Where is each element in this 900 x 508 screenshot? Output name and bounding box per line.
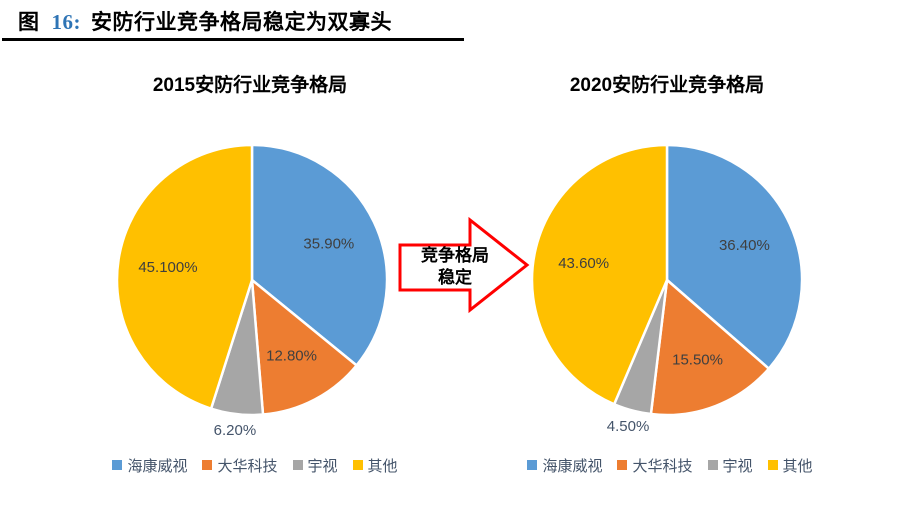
chart-title-2020: 2020安防行业竞争格局 [569, 75, 765, 96]
legend-marker-icon [527, 460, 538, 470]
data-label-宇视: 4.50% [607, 418, 650, 435]
figure-number: 16: [51, 10, 81, 34]
figure-caption-prefix: 图 [18, 10, 40, 34]
legend-marker-icon [352, 460, 363, 470]
legend-item-其他: 其他 [352, 455, 398, 476]
arrow-label-line1: 竞争格局 [421, 245, 489, 265]
legend-label: 大华科技 [217, 457, 278, 475]
legend-label: 宇视 [722, 457, 753, 475]
data-label-其他: 43.60% [558, 255, 609, 272]
transition-arrow: 竞争格局 稳定 [398, 216, 530, 314]
legend-marker-icon [767, 460, 778, 470]
pie-slice-海康威视 [250, 143, 389, 367]
pie-chart-2020: 36.40% 15.50% 4.50% 43.60% [530, 143, 804, 435]
data-label-大华科技: 12.80% [266, 347, 317, 364]
pie-slice-大华科技 [649, 278, 771, 417]
legend-item-大华科技: 大华科技 [617, 455, 693, 476]
arrow-label-line2: 稳定 [438, 267, 472, 287]
legend-marker-icon [707, 460, 718, 470]
legend-label: 大华科技 [632, 457, 693, 475]
data-label-宇视: 6.20% [214, 422, 257, 439]
legend-marker-icon [112, 460, 123, 470]
legend-label: 海康威视 [127, 457, 188, 475]
figure-caption: 图 16: 安防行业竞争格局稳定为双寡头 [18, 6, 392, 36]
figure-title: 安防行业竞争格局稳定为双寡头 [91, 10, 392, 34]
pie-chart-2015: 35.90% 12.80% 6.20% 45.100% [115, 143, 389, 439]
pie-slice-海康威视 [665, 143, 804, 370]
legend-2015: 海康威视 大华科技 宇视 其他 [85, 452, 425, 478]
legend-item-海康威视: 海康威视 [527, 455, 602, 476]
arrow-shape [398, 216, 530, 314]
legend-label: 海康威视 [542, 457, 603, 475]
legend-marker-icon [202, 460, 213, 470]
legend-item-大华科技: 大华科技 [202, 455, 278, 476]
pie-slice-其他 [530, 143, 669, 406]
legend-label: 其他 [367, 457, 398, 475]
pie-slice-其他 [115, 143, 254, 410]
legend-marker-icon [292, 460, 303, 470]
data-label-海康威视: 35.90% [303, 236, 354, 253]
legend-item-海康威视: 海康威视 [112, 455, 187, 476]
chart-title-2015: 2015安防行业竞争格局 [152, 75, 348, 96]
caption-underline [2, 38, 464, 41]
legend-item-宇视: 宇视 [707, 455, 753, 476]
legend-label: 宇视 [307, 457, 338, 475]
legend-marker-icon [617, 460, 628, 470]
legend-2020: 海康威视 大华科技 宇视 其他 [500, 452, 840, 478]
legend-item-宇视: 宇视 [292, 455, 338, 476]
legend-label: 其他 [782, 457, 813, 475]
pie-slice-大华科技 [250, 278, 358, 416]
data-label-海康威视: 36.40% [719, 237, 770, 254]
legend-item-其他: 其他 [767, 455, 813, 476]
data-label-其他: 45.100% [138, 259, 197, 276]
data-label-大华科技: 15.50% [672, 351, 723, 368]
